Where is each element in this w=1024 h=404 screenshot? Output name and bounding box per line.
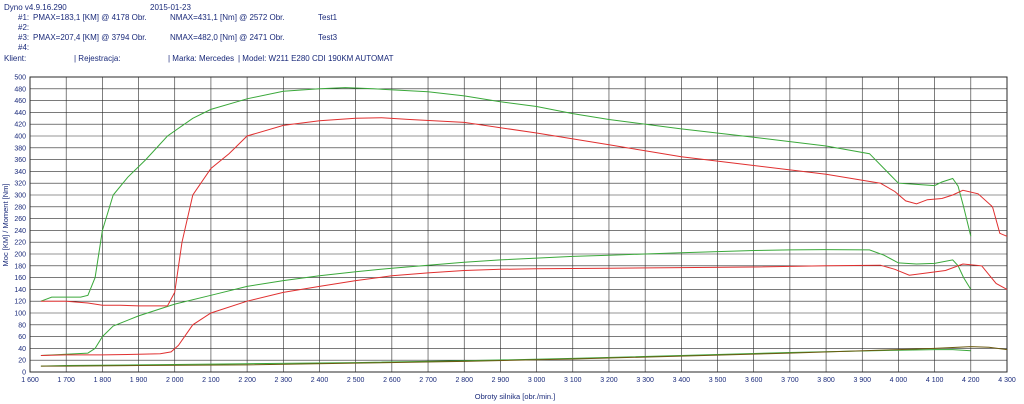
x-tick-label: 2 300 bbox=[275, 377, 293, 384]
curves bbox=[40, 87, 1008, 367]
x-tick-label: 1 600 bbox=[21, 377, 39, 384]
x-tick-label: 1 800 bbox=[94, 377, 112, 384]
y-tick-label: 260 bbox=[14, 216, 26, 223]
x-tick-label: 3 800 bbox=[817, 377, 835, 384]
registration-label: | Rejestracja: bbox=[74, 54, 121, 63]
test3-loss-curve bbox=[40, 349, 971, 367]
x-axis-label: Obroty silnika [obr./min.] bbox=[475, 392, 555, 401]
y-tick-label: 380 bbox=[14, 145, 26, 152]
y-tick-label: 300 bbox=[14, 193, 26, 200]
y-tick-label: 200 bbox=[14, 252, 26, 259]
x-tick-label: 3 400 bbox=[673, 377, 691, 384]
x-tick-label: 1 700 bbox=[57, 377, 75, 384]
run-1-pmax: PMAX=183,1 [KM] @ 4178 Obr. bbox=[33, 13, 147, 22]
y-tick-label: 180 bbox=[14, 263, 26, 270]
test1-torque-curve bbox=[40, 117, 1008, 307]
y-tick-label: 480 bbox=[14, 86, 26, 93]
y-tick-label: 0 bbox=[22, 370, 26, 377]
x-tick-label: 2 600 bbox=[383, 377, 401, 384]
y-tick-label: 360 bbox=[14, 157, 26, 164]
test1-loss-curve bbox=[40, 346, 1008, 367]
x-tick-label: 4 000 bbox=[890, 377, 908, 384]
y-tick-label: 20 bbox=[18, 358, 26, 365]
y-tick-label: 460 bbox=[14, 98, 26, 105]
y-tick-label: 240 bbox=[14, 228, 26, 235]
y-tick-label: 120 bbox=[14, 299, 26, 306]
run-3-pmax: PMAX=207,4 [KM] @ 3794 Obr. bbox=[33, 33, 147, 42]
x-axis-ticks: 1 600 1 700 1 800 1 900 2 000 2 100 2 200 2 300… bbox=[21, 377, 1016, 384]
y-tick-label: 420 bbox=[14, 122, 26, 129]
y-axis-label: Moc [KM] / Moment [Nm] bbox=[1, 184, 10, 267]
x-tick-label: 3 300 bbox=[636, 377, 654, 384]
grid-lines bbox=[29, 76, 1008, 373]
y-tick-label: 500 bbox=[14, 75, 26, 82]
run-3-label: Test3 bbox=[318, 33, 338, 42]
x-tick-label: 3 700 bbox=[781, 377, 799, 384]
report-header: Dyno v4.9.16.290 2015-01-23 #1: PMAX=183… bbox=[0, 0, 1024, 70]
x-tick-label: 3 000 bbox=[528, 377, 546, 384]
run-2-id: #2: bbox=[18, 23, 30, 32]
plot-area bbox=[29, 76, 1008, 373]
run-1-id: #1: bbox=[18, 13, 30, 22]
y-tick-label: 160 bbox=[14, 275, 26, 282]
y-tick-label: 80 bbox=[18, 322, 26, 329]
y-tick-label: 440 bbox=[14, 110, 26, 117]
y-tick-label: 400 bbox=[14, 134, 26, 141]
test3-power-curve bbox=[40, 249, 972, 356]
x-tick-label: 2 400 bbox=[311, 377, 329, 384]
y-tick-label: 280 bbox=[14, 204, 26, 211]
run-1-label: Test1 bbox=[318, 13, 338, 22]
x-tick-label: 3 200 bbox=[600, 377, 618, 384]
run-1-nmax: NMAX=431,1 [Nm] @ 2572 Obr. bbox=[170, 13, 285, 22]
x-tick-label: 4 300 bbox=[998, 377, 1016, 384]
x-tick-label: 2 000 bbox=[166, 377, 184, 384]
x-tick-label: 4 200 bbox=[962, 377, 980, 384]
x-tick-label: 3 100 bbox=[564, 377, 582, 384]
run-3-nmax: NMAX=482,0 [Nm] @ 2471 Obr. bbox=[170, 33, 285, 42]
client-label: Klient: bbox=[4, 54, 27, 63]
make-label: | Marka: Mercedes bbox=[168, 54, 235, 63]
x-tick-label: 3 500 bbox=[709, 377, 727, 384]
x-tick-label: 3 600 bbox=[745, 377, 763, 384]
y-tick-label: 140 bbox=[14, 287, 26, 294]
x-tick-label: 1 900 bbox=[130, 377, 148, 384]
y-tick-label: 320 bbox=[14, 181, 26, 188]
x-tick-label: 2 100 bbox=[202, 377, 220, 384]
test1-power-curve bbox=[40, 263, 1008, 356]
x-tick-label: 3 900 bbox=[853, 377, 871, 384]
y-tick-label: 100 bbox=[14, 311, 26, 318]
y-axis-ticks: 0 20 40 60 80 100 120 140 160 180 200 220 240 260 280 3… bbox=[14, 75, 26, 377]
software-version: Dyno v4.9.16.290 bbox=[4, 3, 67, 12]
y-tick-label: 40 bbox=[18, 346, 26, 353]
x-tick-label: 2 500 bbox=[347, 377, 365, 384]
test3-torque-curve bbox=[40, 87, 972, 302]
run-4-id: #4: bbox=[18, 43, 30, 52]
x-tick-label: 2 200 bbox=[238, 377, 256, 384]
report-date: 2015-01-23 bbox=[150, 3, 191, 12]
model-label: | Model: W211 E280 CDI 190KM AUTOMAT bbox=[238, 54, 394, 63]
y-tick-label: 220 bbox=[14, 240, 26, 247]
y-tick-label: 60 bbox=[18, 334, 26, 341]
x-tick-label: 2 800 bbox=[455, 377, 473, 384]
run-3-id: #3: bbox=[18, 33, 30, 42]
y-tick-label: 340 bbox=[14, 169, 26, 176]
x-tick-label: 4 100 bbox=[926, 377, 944, 384]
x-tick-label: 2 900 bbox=[492, 377, 510, 384]
x-tick-label: 2 700 bbox=[419, 377, 437, 384]
